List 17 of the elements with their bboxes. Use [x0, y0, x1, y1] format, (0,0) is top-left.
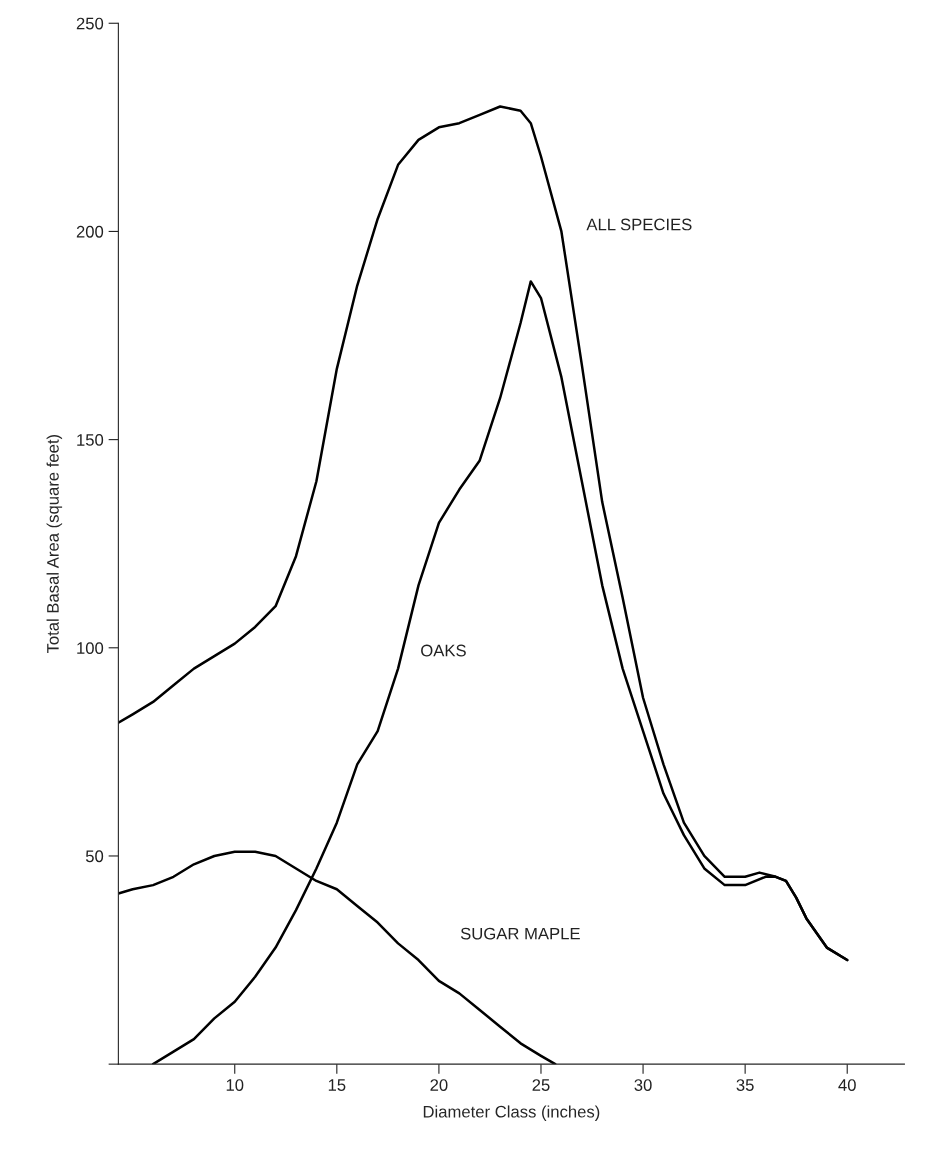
x-tick-label: 40 [838, 1079, 856, 1091]
x-tick-label: 10 [226, 1079, 244, 1091]
y-tick-label: 100 [77, 642, 104, 654]
y-tick-label: 150 [77, 434, 104, 446]
y-axis-title: Total Basal Area (square feet) [46, 434, 63, 654]
x-tick-label: 25 [532, 1079, 550, 1091]
x-tick-label: 15 [328, 1079, 346, 1091]
series-label: OAKS [421, 644, 466, 657]
x-tick-label: 20 [430, 1079, 448, 1091]
y-tick-label: 200 [76, 225, 104, 238]
x-tick-label: 35 [736, 1079, 754, 1091]
text: SUGAR MAPLE [460, 927, 580, 940]
y-tick-label: 250 [76, 17, 104, 30]
y-tick-label: 50 [85, 850, 104, 863]
x-tick-label: 30 [634, 1079, 652, 1091]
series-label: ALL SPECIES [586, 218, 692, 231]
x-axis-title: Diameter Class (inches) [423, 1105, 600, 1121]
